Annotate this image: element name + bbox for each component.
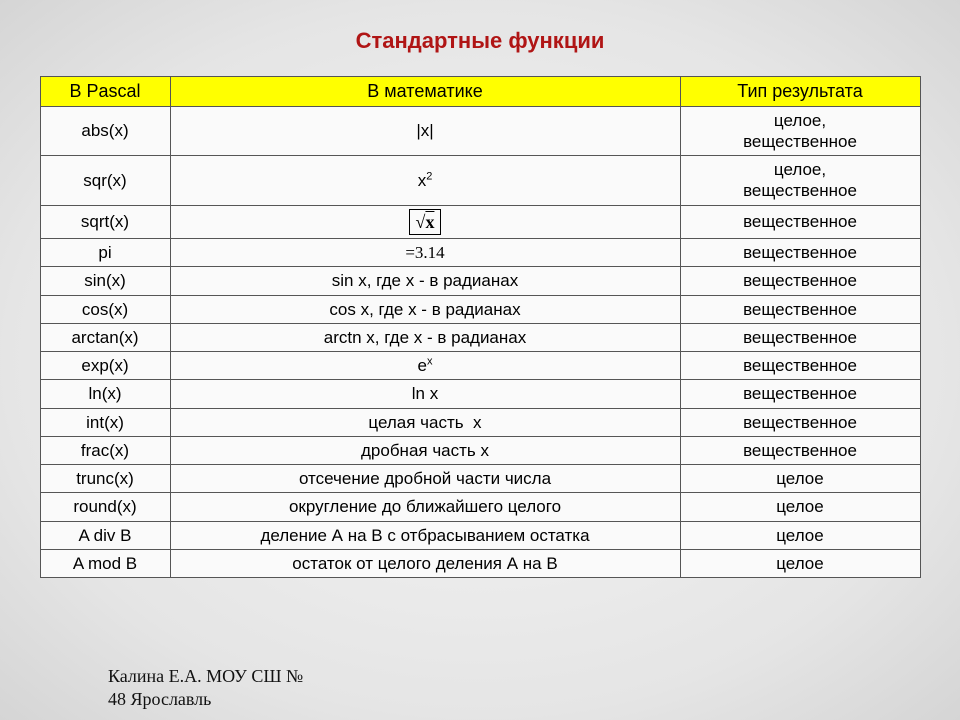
table-row: ln(x)ln xвещественное (40, 380, 920, 408)
cell-math: cos x, где x - в радианах (170, 295, 680, 323)
cell-pascal: int(x) (40, 408, 170, 436)
cell-type: целое (680, 549, 920, 577)
cell-type: целое (680, 521, 920, 549)
cell-pascal: sin(x) (40, 267, 170, 295)
cell-math: sin x, где x - в радианах (170, 267, 680, 295)
cell-pascal: ln(x) (40, 380, 170, 408)
table-row: trunc(x)отсечение дробной части числацел… (40, 465, 920, 493)
cell-pascal: exp(x) (40, 352, 170, 380)
cell-pascal: cos(x) (40, 295, 170, 323)
table-row: pi=3.14вещественное (40, 239, 920, 267)
cell-type: вещественное (680, 267, 920, 295)
footer-line-1: Калина Е.А. МОУ СШ № (108, 665, 303, 688)
cell-math: arctn x, где x - в радианах (170, 323, 680, 351)
cell-pascal: A mod B (40, 549, 170, 577)
cell-pascal: sqr(x) (40, 156, 170, 206)
table-row: int(x)целая часть xвещественное (40, 408, 920, 436)
cell-type: вещественное (680, 380, 920, 408)
table-row: frac(x)дробная часть xвещественное (40, 436, 920, 464)
cell-math: остаток от целого деления А на В (170, 549, 680, 577)
cell-type: вещественное (680, 295, 920, 323)
cell-math: ex (170, 352, 680, 380)
cell-type: вещественное (680, 436, 920, 464)
table-row: sqr(x)x2целое,вещественное (40, 156, 920, 206)
cell-type: вещественное (680, 205, 920, 239)
cell-pascal: trunc(x) (40, 465, 170, 493)
cell-type: целое (680, 493, 920, 521)
functions-table: В Pascal В математике Тип результата abs… (40, 76, 921, 578)
col-header-math: В математике (170, 77, 680, 107)
table-header-row: В Pascal В математике Тип результата (40, 77, 920, 107)
table-row: cos(x)cos x, где x - в радианахвеществен… (40, 295, 920, 323)
cell-math: |x| (170, 106, 680, 156)
footer-credit: Калина Е.А. МОУ СШ № 48 Ярославль (108, 665, 303, 710)
table-row: exp(x)exвещественное (40, 352, 920, 380)
table-row: A mod Bостаток от целого деления А на Вц… (40, 549, 920, 577)
table-row: round(x)округление до ближайшего целогоц… (40, 493, 920, 521)
table-row: sqrt(x)√xвещественное (40, 205, 920, 239)
cell-math: =3.14 (170, 239, 680, 267)
cell-math: ln x (170, 380, 680, 408)
cell-math: отсечение дробной части числа (170, 465, 680, 493)
cell-pascal: round(x) (40, 493, 170, 521)
footer-line-2: 48 Ярославль (108, 688, 303, 711)
table-row: sin(x)sin x, где x - в радианахвеществен… (40, 267, 920, 295)
cell-type: вещественное (680, 323, 920, 351)
cell-math: деление А на В с отбрасыванием остатка (170, 521, 680, 549)
cell-pascal: abs(x) (40, 106, 170, 156)
cell-pascal: A div B (40, 521, 170, 549)
cell-math: √x (170, 205, 680, 239)
cell-type: целое,вещественное (680, 106, 920, 156)
cell-type: вещественное (680, 239, 920, 267)
cell-pascal: frac(x) (40, 436, 170, 464)
cell-math: дробная часть x (170, 436, 680, 464)
slide-title: Стандартные функции (0, 28, 960, 54)
cell-pascal: arctan(x) (40, 323, 170, 351)
table-row: arctan(x)arctn x, где x - в радианахвеще… (40, 323, 920, 351)
cell-type: целое,вещественное (680, 156, 920, 206)
cell-math: x2 (170, 156, 680, 206)
cell-type: вещественное (680, 408, 920, 436)
cell-pascal: pi (40, 239, 170, 267)
col-header-type: Тип результата (680, 77, 920, 107)
col-header-pascal: В Pascal (40, 77, 170, 107)
cell-math: целая часть x (170, 408, 680, 436)
table-row: A div Bделение А на В с отбрасыванием ос… (40, 521, 920, 549)
cell-type: целое (680, 465, 920, 493)
cell-math: округление до ближайшего целого (170, 493, 680, 521)
table-row: abs(x)|x|целое,вещественное (40, 106, 920, 156)
cell-pascal: sqrt(x) (40, 205, 170, 239)
cell-type: вещественное (680, 352, 920, 380)
